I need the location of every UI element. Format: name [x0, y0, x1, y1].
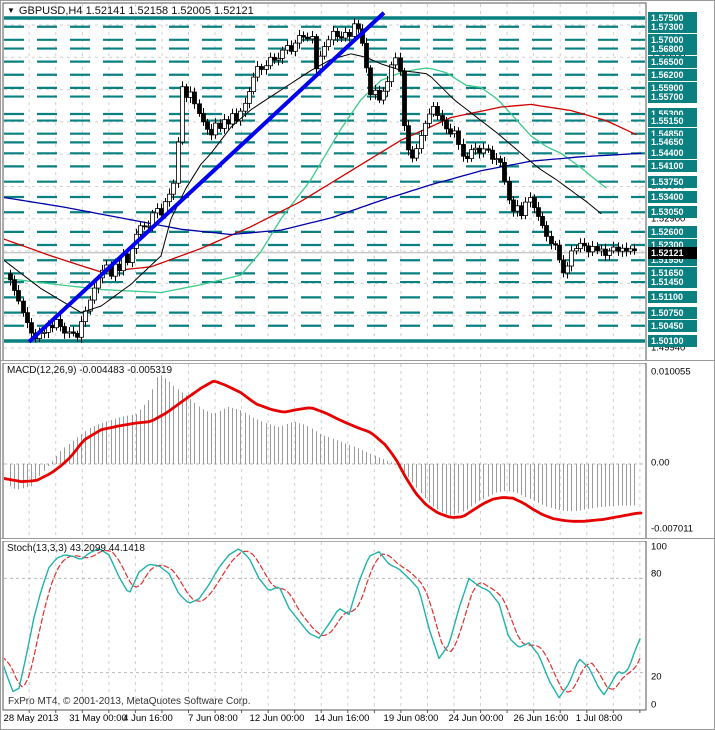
price-level-label: 1.50450: [648, 319, 697, 332]
price-level-label: 1.57300: [648, 20, 697, 33]
price-grid-label: 1.52900: [651, 213, 686, 225]
price-level-label: 1.54100: [648, 160, 697, 173]
ohlc-values: 1.52141 1.52158 1.52005 1.52121: [85, 5, 254, 17]
time-tick-label: 28 May 2013: [3, 713, 59, 724]
macd-scale-label: 0.010055: [651, 366, 691, 378]
price-level-label: 1.50100: [648, 335, 697, 347]
price-level-label: 1.56500: [648, 55, 697, 68]
macd-indicator-label: MACD(12,26,9) -0.004483 -0.005319: [7, 365, 173, 376]
stoch-scale-label: 20: [651, 671, 662, 683]
price-level-label: 1.56800: [648, 42, 697, 55]
chart-title: ▼ GBPUSD,H4 1.52141 1.52158 1.52005 1.521…: [7, 5, 254, 17]
macd-layer: [4, 364, 645, 538]
price-level-label: 1.53400: [648, 190, 697, 203]
stoch-scale-label: 80: [651, 568, 662, 580]
time-tick-label: 4 Jun 16:00: [123, 713, 173, 724]
price-level-label: 1.51450: [648, 276, 697, 289]
copyright-watermark: FxPro MT4, © 2001-2013, MetaQuotes Softw…: [8, 696, 251, 707]
price-level-label: 1.54400: [648, 147, 697, 160]
time-tick-label: 24 Jun 00:00: [448, 713, 504, 724]
price-grid-label: 1.49940: [651, 342, 686, 354]
time-tick-label: 31 May 00:00: [69, 713, 127, 724]
price-level-label: 1.53050: [648, 206, 697, 219]
price-level-label: 1.53750: [648, 175, 697, 188]
price-level-label: 1.52600: [648, 225, 697, 238]
symbol-period: GBPUSD,H4: [18, 5, 83, 17]
symbol-dropdown-icon[interactable]: ▼: [7, 6, 15, 15]
price-level-label: 1.56200: [648, 68, 697, 81]
current-price-label: 1.52121: [648, 246, 697, 259]
panel-divider-macd[interactable]: [1, 360, 714, 363]
panel-divider-stoch[interactable]: [1, 538, 714, 541]
stoch-scale-label: 100: [651, 541, 667, 553]
price-level-label: 1.50750: [648, 306, 697, 319]
price-level-label: 1.51100: [648, 291, 697, 304]
stoch-layer: [4, 542, 645, 709]
time-tick-label: 19 Jun 08:00: [383, 713, 439, 724]
macd-scale-label: 0.00: [651, 457, 670, 469]
macd-scale-label: -0.007011: [651, 523, 694, 535]
stoch-scale-label: 0: [651, 699, 657, 711]
price-level-label: 1.55150: [648, 114, 697, 127]
time-tick-label: 12 Jun 00:00: [249, 713, 305, 724]
time-tick-label: 14 Jun 16:00: [314, 713, 370, 724]
time-tick-label: 7 Jun 08:00: [188, 713, 238, 724]
price-level-label: 1.55700: [648, 90, 697, 103]
time-tick-label: 1 Jul 08:00: [575, 713, 623, 724]
main-chart-layer: [4, 4, 645, 360]
time-tick-label: 26 Jun 16:00: [513, 713, 569, 724]
stoch-indicator-label: Stoch(13,3,3) 43.2099 44.1418: [7, 543, 145, 554]
price-level-label: 1.54650: [648, 136, 697, 149]
